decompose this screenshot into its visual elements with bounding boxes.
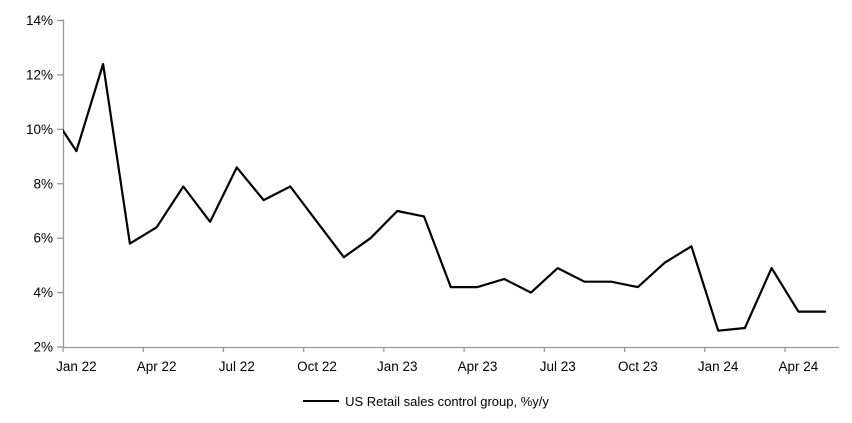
y-tick-label: 12% — [26, 67, 53, 82]
x-tick-label: Apr 23 — [458, 359, 498, 374]
y-tick-label: 2% — [33, 340, 53, 355]
x-tick-label: Apr 22 — [137, 359, 177, 374]
legend-label: US Retail sales control group, %y/y — [345, 393, 549, 409]
series-line-us-retail-sales-control-group — [63, 62, 827, 332]
x-tick-label: Jan 24 — [698, 359, 739, 374]
legend-line-sample-icon — [303, 400, 340, 402]
chart-legend: US Retail sales control group, %y/y — [0, 391, 852, 411]
y-tick-label: 8% — [33, 176, 53, 191]
y-tick-label: 6% — [33, 231, 53, 246]
x-tick-label: Oct 23 — [618, 359, 658, 374]
x-tick-label: Jan 23 — [377, 359, 418, 374]
x-tick-label: Apr 24 — [778, 359, 818, 374]
x-tick-label: Jan 22 — [56, 359, 97, 374]
y-tick-label: 10% — [26, 122, 53, 137]
x-tick-label: Jul 23 — [540, 359, 576, 374]
y-tick-label: 14% — [26, 13, 53, 28]
y-tick-label: 4% — [33, 285, 53, 300]
x-tick-label: Oct 22 — [297, 359, 337, 374]
x-tick-label: Jul 22 — [219, 359, 255, 374]
